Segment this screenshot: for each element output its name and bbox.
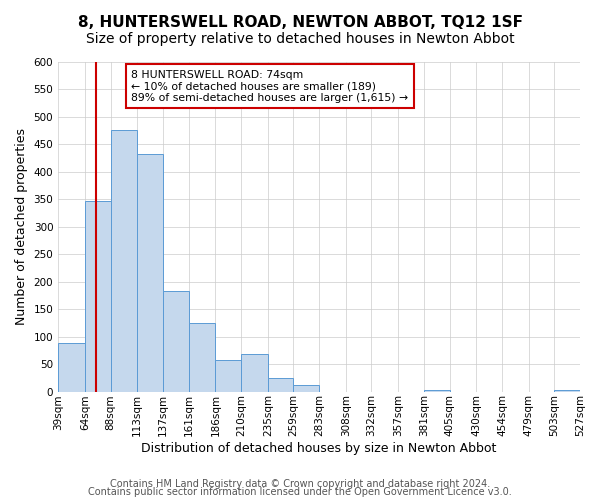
Bar [293,385,319,392]
Bar [85,200,110,392]
Text: 8, HUNTERSWELL ROAD, NEWTON ABBOT, TQ12 1SF: 8, HUNTERSWELL ROAD, NEWTON ABBOT, TQ12 … [77,15,523,30]
Bar [163,291,188,392]
Bar [188,323,215,392]
Text: Contains HM Land Registry data © Crown copyright and database right 2024.: Contains HM Land Registry data © Crown c… [110,479,490,489]
Bar [137,154,163,392]
Bar [554,390,580,392]
Text: Contains public sector information licensed under the Open Government Licence v3: Contains public sector information licen… [88,487,512,497]
Text: Size of property relative to detached houses in Newton Abbot: Size of property relative to detached ho… [86,32,514,46]
Bar [241,354,268,392]
Bar [215,360,241,392]
Bar [268,378,293,392]
X-axis label: Distribution of detached houses by size in Newton Abbot: Distribution of detached houses by size … [142,442,497,455]
Bar [110,130,137,392]
Y-axis label: Number of detached properties: Number of detached properties [15,128,28,325]
Bar [424,390,449,392]
Text: 8 HUNTERSWELL ROAD: 74sqm
← 10% of detached houses are smaller (189)
89% of semi: 8 HUNTERSWELL ROAD: 74sqm ← 10% of detac… [131,70,409,103]
Bar [58,342,85,392]
